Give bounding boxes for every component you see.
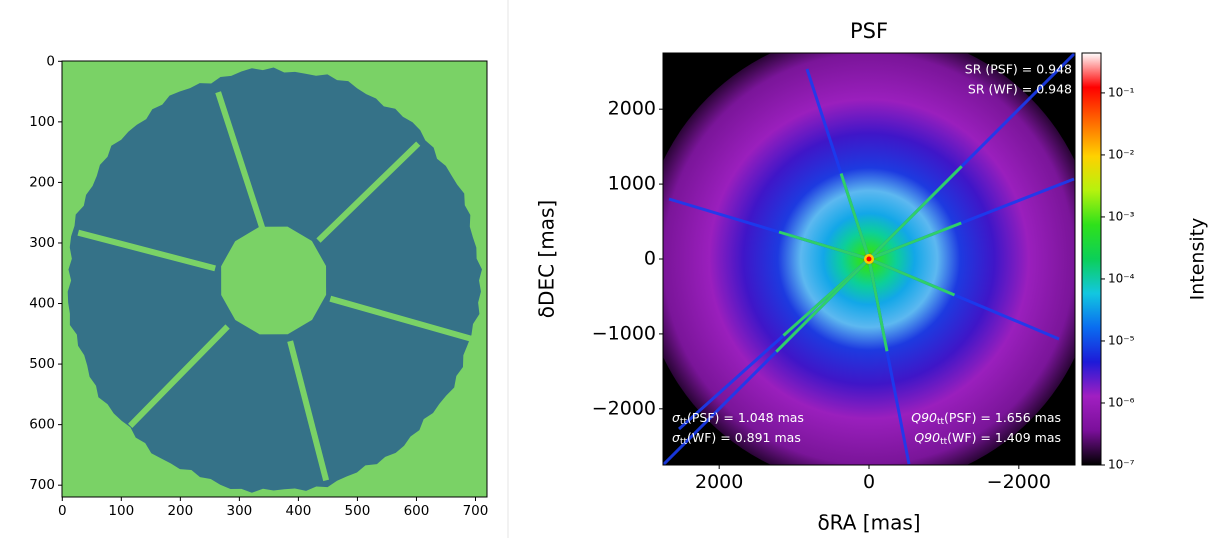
colorbar-tick-label: 10⁻³ bbox=[1108, 209, 1135, 223]
symbol: Q90 bbox=[911, 410, 937, 425]
text: (WF) = 1.409 mas bbox=[947, 430, 1061, 445]
annotation: SR (PSF) = 0.948 bbox=[965, 62, 1072, 77]
colorbar bbox=[1082, 53, 1101, 465]
x-tick-label: 0 bbox=[863, 471, 875, 493]
text: (PSF) = 1.656 mas bbox=[944, 410, 1061, 425]
x-tick-label: 700 bbox=[463, 503, 489, 519]
y-tick-label: 200 bbox=[29, 174, 55, 190]
x-tick-label: 2000 bbox=[695, 471, 743, 493]
symbol: Q90 bbox=[914, 430, 940, 445]
x-tick-label: 600 bbox=[404, 503, 430, 519]
y-tick-label: 400 bbox=[29, 296, 55, 312]
y-tick-label: 1000 bbox=[608, 173, 656, 195]
annotation: σtt(PSF) = 1.048 mas bbox=[672, 410, 804, 427]
y-tick-label: 700 bbox=[29, 477, 55, 493]
x-tick-label: 500 bbox=[345, 503, 371, 519]
y-axis-label: δDEC [mas] bbox=[535, 200, 559, 318]
annotation: Q90tt(PSF) = 1.656 mas bbox=[911, 410, 1061, 427]
colorbar-label: Intensity bbox=[1187, 218, 1209, 301]
y-tick-label: −2000 bbox=[592, 397, 656, 419]
annotation: Q90tt(WF) = 1.409 mas bbox=[914, 430, 1061, 447]
x-axis-label: δRA [mas] bbox=[817, 511, 920, 535]
colorbar-tick-label: 10⁻¹ bbox=[1108, 85, 1135, 99]
y-tick-label: 0 bbox=[644, 248, 656, 270]
y-tick-label: 500 bbox=[29, 356, 55, 372]
text: (PSF) = 1.048 mas bbox=[687, 410, 804, 425]
x-tick-label: −2000 bbox=[987, 471, 1051, 493]
annotation: σtt(WF) = 0.891 mas bbox=[672, 430, 801, 447]
y-tick-label: 100 bbox=[29, 114, 55, 130]
peak bbox=[867, 257, 872, 262]
y-tick-label: 0 bbox=[46, 53, 55, 69]
colorbar-tick-label: 10⁻⁴ bbox=[1108, 271, 1135, 285]
text: (WF) = 0.891 mas bbox=[687, 430, 801, 445]
x-tick-label: 400 bbox=[286, 503, 312, 519]
chart-title: PSF bbox=[850, 19, 888, 43]
central-obstruction bbox=[221, 227, 326, 335]
y-tick-label: 300 bbox=[29, 235, 55, 251]
figure: PSF δRA [mas] δDEC [mas] SR (PSF) = 0.94… bbox=[0, 0, 1215, 538]
colorbar-tick-label: 10⁻⁵ bbox=[1108, 333, 1135, 347]
x-tick-label: 0 bbox=[58, 503, 67, 519]
y-tick-label: −1000 bbox=[592, 322, 656, 344]
annotation: SR (WF) = 0.948 bbox=[968, 82, 1072, 97]
colorbar-tick-label: 10⁻⁶ bbox=[1108, 395, 1135, 409]
colorbar-tick-label: 10⁻⁷ bbox=[1108, 458, 1135, 472]
x-tick-label: 200 bbox=[167, 503, 193, 519]
y-tick-label: 2000 bbox=[608, 98, 656, 120]
y-tick-label: 600 bbox=[29, 417, 55, 433]
x-tick-label: 100 bbox=[108, 503, 134, 519]
pupil-image bbox=[62, 61, 487, 497]
x-tick-label: 300 bbox=[226, 503, 252, 519]
colorbar-tick-label: 10⁻² bbox=[1108, 147, 1135, 161]
